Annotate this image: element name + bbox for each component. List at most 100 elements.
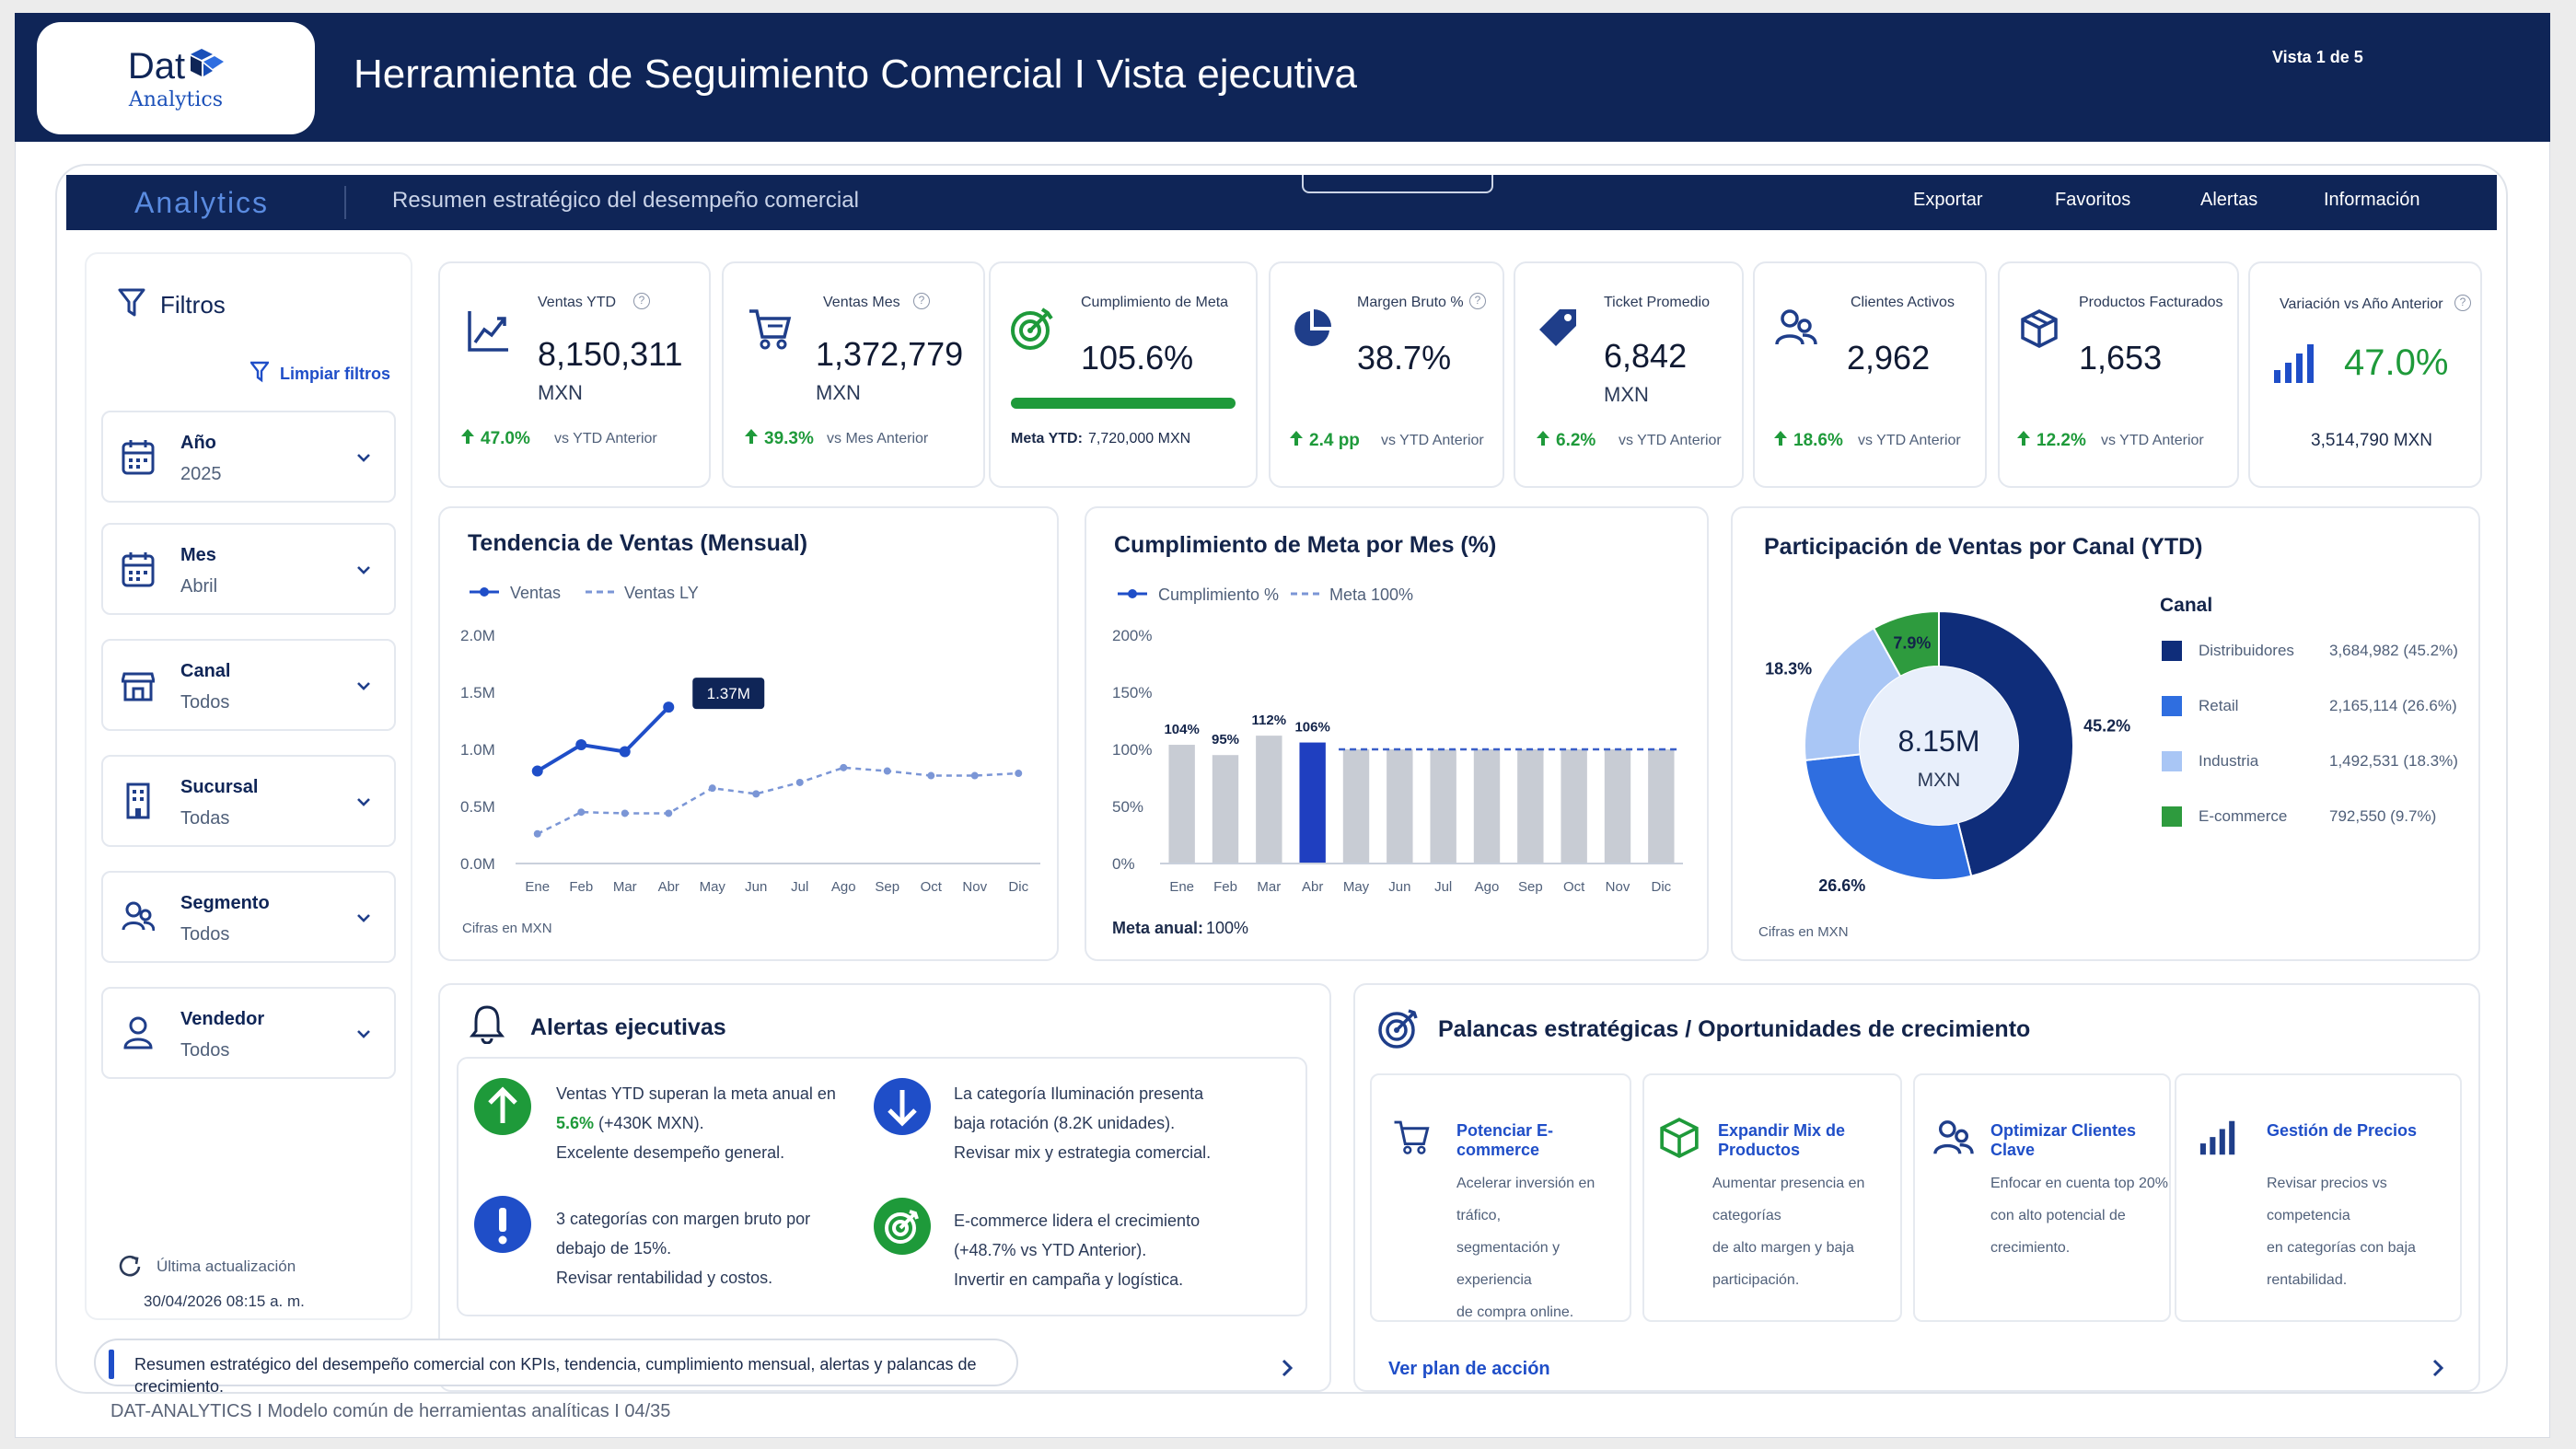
help-icon[interactable]: ? — [913, 293, 930, 309]
lever-card-ecommerce[interactable]: Potenciar E-commerce Acelerar inversión … — [1370, 1073, 1631, 1322]
filter-channel[interactable]: Canal Todos — [101, 639, 396, 731]
help-icon[interactable]: ? — [2454, 295, 2471, 311]
arrow-up-icon — [461, 429, 474, 444]
data-point-ventas-ly — [795, 778, 804, 786]
building-icon — [126, 782, 150, 819]
logo-main: Dat — [127, 46, 186, 87]
page-indicator: Vista 1 de 5 — [2272, 48, 2363, 66]
alert-line: Revisar mix y estrategia comercial. — [954, 1143, 1212, 1162]
help-icon[interactable]: ? — [633, 293, 650, 309]
chevron-right-icon[interactable] — [2429, 1357, 2447, 1379]
kpi-value: 6,842 — [1604, 337, 1688, 375]
kpi-card-ventas-mes[interactable]: Ventas Mes ? 1,372,779 MXN 39.3% vs Mes … — [722, 261, 985, 488]
lever-line: de compra online. — [1456, 1304, 1574, 1320]
filter-label: Mes — [180, 545, 216, 565]
lever-card-pricing[interactable]: Gestión de Precios Revisar precios vs co… — [2175, 1073, 2462, 1322]
refresh-icon[interactable] — [118, 1254, 142, 1278]
clear-filters-link[interactable]: Limpiar filtros — [280, 365, 391, 383]
logo-sub: Analytics — [128, 88, 224, 111]
filter-icon — [118, 288, 145, 317]
x-tick-label: Oct — [1563, 879, 1585, 895]
lever-desc: Revisar precios vs competencia en categor… — [2267, 1167, 2460, 1296]
data-point-ventas — [663, 701, 675, 713]
kpi-change: 2.4 pp — [1309, 431, 1360, 450]
filter-year[interactable]: Año 2025 — [101, 411, 396, 503]
legend-value: 3,684,982 (45.2%) — [2329, 642, 2458, 659]
kpi-card-ventas-ytd[interactable]: Ventas YTD ? 8,150,311 MXN 47.0% vs YTD … — [438, 261, 711, 488]
inner-brand: Analytics — [134, 186, 270, 219]
lever-line: en categorías con baja — [2267, 1240, 2416, 1256]
bar-cumplimiento — [1473, 749, 1501, 864]
exclamation-icon — [474, 1196, 531, 1253]
filter-month[interactable]: Mes Abril — [101, 523, 396, 615]
alert-line: debajo de 15%. — [556, 1239, 672, 1258]
kpi-unit: MXN — [1604, 383, 1649, 406]
kpi-change: 47.0% — [481, 429, 530, 448]
kpi-change: 18.6% — [1793, 431, 1843, 450]
kpi-card-ticket[interactable]: Ticket Promedio 6,842 MXN 6.2% vs YTD An… — [1514, 261, 1744, 488]
filter-label: Vendedor — [180, 1009, 265, 1029]
data-point-ventas — [619, 746, 631, 758]
kpi-change: 12.2% — [2036, 431, 2086, 450]
menu-alerts[interactable]: Alertas — [2200, 190, 2258, 210]
kpi-card-margen[interactable]: Margen Bruto % ? 38.7% 2.4 pp vs YTD Ant… — [1269, 261, 1504, 488]
inner-subtitle: Resumen estratégico del desempeño comerc… — [392, 188, 859, 213]
bars-icon — [2199, 1120, 2235, 1155]
lever-desc: Aumentar presencia en categorías de alto … — [1712, 1167, 1900, 1296]
x-tick-label: Jul — [791, 879, 808, 895]
kpi-card-variacion[interactable]: Variación vs Año Anterior ? 47.0% 3,514,… — [2248, 261, 2482, 488]
chevron-down-icon — [357, 1030, 370, 1038]
data-point-ventas-ly — [577, 808, 586, 817]
filter-label: Segmento — [180, 893, 270, 913]
kpi-compare: vs YTD Anterior — [554, 431, 657, 446]
chevron-right-icon[interactable] — [1278, 1357, 1296, 1379]
filter-value: Todas — [180, 808, 230, 829]
y-tick-label: 50% — [1112, 798, 1143, 816]
kpi-label: Cumplimiento de Meta — [1081, 295, 1229, 310]
kpi-card-productos[interactable]: Productos Facturados 1,653 12.2% vs YTD … — [1998, 261, 2239, 488]
footer-text: DAT-ANALYTICS I Modelo común de herramie… — [110, 1401, 671, 1421]
bars-icon — [2274, 344, 2314, 383]
lever-line: de alto margen y baja — [1712, 1240, 1854, 1256]
kpi-card-clientes[interactable]: Clientes Activos 2,962 18.6% vs YTD Ante… — [1753, 261, 1987, 488]
series-line-ventas — [536, 705, 670, 773]
lever-line: Aumentar presencia en categorías — [1712, 1176, 1865, 1223]
filter-label: Año — [180, 433, 216, 453]
trend-footnote: Cifras en MXN — [462, 921, 552, 936]
top-tab-handle[interactable] — [1302, 175, 1493, 193]
kpi-label: Clientes Activos — [1851, 295, 1955, 310]
arrow-down-icon — [874, 1078, 931, 1135]
legend-marker-ventas-ly — [586, 590, 615, 594]
target-icon — [1378, 1009, 1418, 1049]
goal-meta-label: Meta YTD: — [1011, 431, 1083, 446]
x-tick-label: Abr — [1302, 879, 1323, 895]
legend-row: Industria 1,492,531 (18.3%) — [2162, 748, 2466, 775]
help-icon[interactable]: ? — [1469, 293, 1486, 309]
donut-pct-label: 26.6% — [1818, 876, 1865, 895]
y-tick-label: 100% — [1112, 741, 1152, 759]
arrow-up-icon — [2017, 431, 2030, 446]
data-point-ventas-ly — [621, 809, 629, 817]
note-accent-bar — [109, 1350, 114, 1379]
lever-line: rentabilidad. — [2267, 1272, 2348, 1288]
trend-chart-card — [438, 506, 1059, 961]
action-plan-link[interactable]: Ver plan de acción — [1388, 1359, 1550, 1379]
menu-info[interactable]: Información — [2324, 190, 2420, 210]
kpi-value: 105.6% — [1081, 339, 1194, 377]
filter-segment[interactable]: Segmento Todos — [101, 871, 396, 963]
legend-row: Distribuidores 3,684,982 (45.2%) — [2162, 637, 2466, 665]
lever-card-clients[interactable]: Optimizar Clientes Clave Enfocar en cuen… — [1913, 1073, 2171, 1322]
data-label: 95% — [1212, 732, 1239, 748]
menu-export[interactable]: Exportar — [1913, 190, 1983, 210]
kpi-label: Productos Facturados — [2079, 295, 2223, 310]
lever-desc: Acelerar inversión en tráfico, segmentaci… — [1456, 1167, 1630, 1328]
menu-favorites[interactable]: Favoritos — [2055, 190, 2131, 210]
kpi-card-cumplimiento[interactable]: Cumplimiento de Meta 105.6% Meta YTD: 7,… — [989, 261, 1258, 488]
filter-seller[interactable]: Vendedor Todos — [101, 987, 396, 1079]
lever-card-mix[interactable]: Expandir Mix de Productos Aumentar prese… — [1642, 1073, 1902, 1322]
filter-branch[interactable]: Sucursal Todas — [101, 755, 396, 847]
data-point-ventas-ly — [883, 767, 891, 775]
x-tick-label: Dic — [1008, 879, 1028, 895]
x-tick-label: Oct — [921, 879, 943, 895]
calendar-icon — [122, 440, 155, 475]
